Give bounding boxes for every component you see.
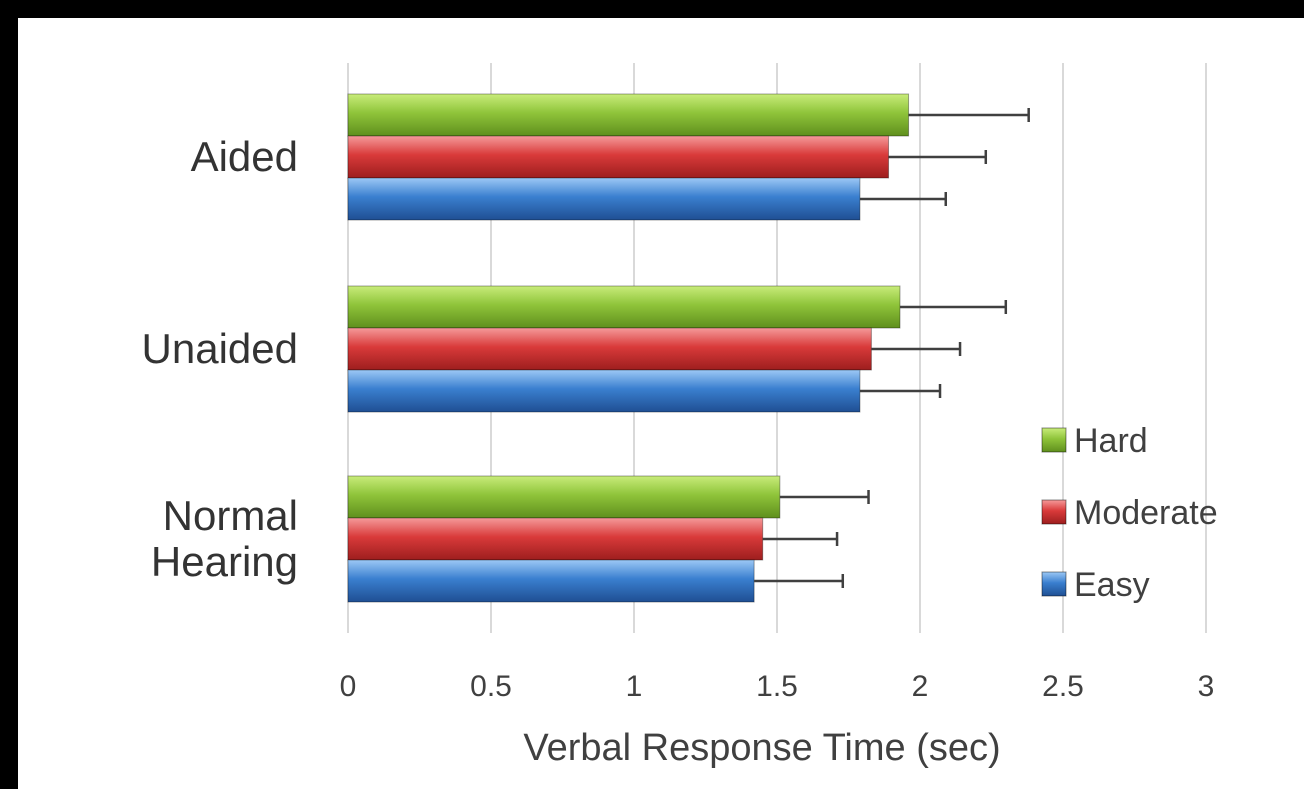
chart-panel: 0 0.5 1 1.5 2 2.5 3 Aided Unaided Normal Hearing … — [18, 18, 1304, 789]
bar-hard — [347, 285, 901, 329]
legend-label-easy: Easy — [1074, 566, 1150, 604]
legend-swatch-moderate — [1041, 499, 1067, 525]
x-tick-label: 0 — [340, 670, 357, 703]
x-tick-label: 0.5 — [470, 670, 512, 703]
bar-chart: 0 0.5 1 1.5 2 2.5 3 AidedUnaidedNormalHearing … — [142, 63, 1218, 769]
category-label: Unaided — [142, 325, 298, 372]
legend-label-hard: Hard — [1074, 422, 1148, 460]
x-tick-label: 2.5 — [1042, 670, 1084, 703]
category-label: Aided — [191, 133, 298, 180]
bar-easy — [347, 177, 861, 221]
bar-hard — [347, 93, 910, 137]
x-tick-label: 1.5 — [756, 670, 798, 703]
category-label: Hearing — [151, 538, 298, 585]
x-tick-label: 3 — [1198, 670, 1215, 703]
bar-moderate — [347, 517, 764, 561]
x-tick-label: 1 — [626, 670, 643, 703]
bar-easy — [347, 369, 861, 413]
category-label: Normal — [163, 492, 298, 539]
legend-swatch-hard — [1041, 427, 1067, 453]
bar-moderate — [347, 327, 872, 371]
legend-swatch-easy — [1041, 571, 1067, 597]
bar-easy — [347, 559, 755, 603]
legend-label-moderate: Moderate — [1074, 494, 1218, 532]
x-axis-title: Verbal Response Time (sec) — [523, 727, 1000, 769]
x-tick-label: 2 — [912, 670, 929, 703]
bar-moderate — [347, 135, 890, 179]
bar-hard — [347, 475, 781, 519]
